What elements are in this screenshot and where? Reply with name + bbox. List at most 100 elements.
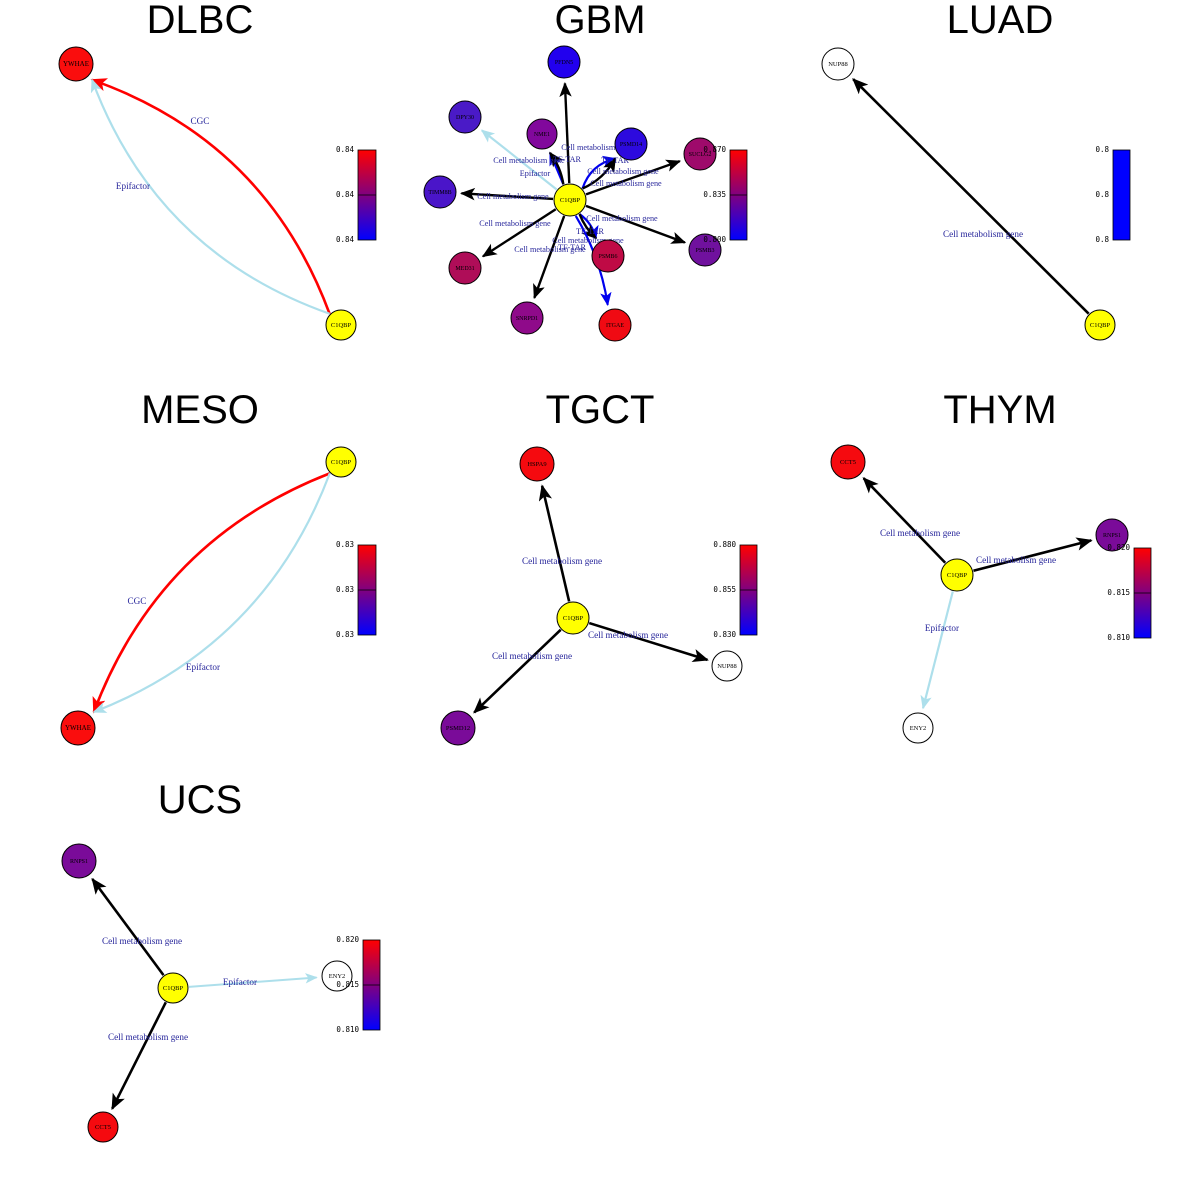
node-hspa9[interactable]: HSPA9 [519, 446, 555, 482]
edge-c1qbp-to-psmd14 [582, 157, 617, 190]
node-dpy30[interactable]: DPY30 [448, 100, 482, 134]
node-timm8b[interactable]: TIMM8B [423, 175, 457, 209]
edge-label: Cell metabolism gene [493, 156, 565, 165]
colorbar-tick-label: 0.84 [336, 190, 355, 199]
panel-tgct: TGCT Cell metabolism gene Cell metabolism … [400, 390, 800, 780]
node-circle[interactable] [325, 446, 357, 478]
node-circle[interactable] [60, 710, 96, 746]
colorbar: 0.8 0.8 0.8 [1095, 145, 1131, 244]
colorbar-tick-label: 0.83 [336, 630, 354, 639]
colorbar-tick-label: 0.8 [1095, 235, 1109, 244]
node-circle[interactable] [448, 251, 482, 285]
edge-label: Cell metabolism gene [514, 245, 586, 254]
colorbar-tick-label: 0.8 [1095, 145, 1109, 154]
edge-c1qbp-to-snrpd1 [533, 215, 566, 300]
node-circle[interactable] [688, 233, 722, 267]
edge-c1qbp-to-nup88 [852, 78, 1090, 315]
network-graph: CGC Epifactor C1QBP YWHAE 0.83 0.83 0.83 [0, 390, 400, 780]
node-nme1[interactable]: NME1 [526, 118, 558, 150]
node-ywhae[interactable]: YWHAE [58, 46, 94, 82]
node-c1qbp[interactable]: C1QBP [157, 972, 189, 1004]
node-circle[interactable] [591, 239, 625, 273]
node-circle[interactable] [1095, 518, 1129, 552]
node-psmd12[interactable]: PSMD12 [440, 710, 476, 746]
edge-c1qbp-to-nup88 [588, 621, 709, 663]
node-circle[interactable] [448, 100, 482, 134]
node-circle[interactable] [683, 137, 717, 171]
node-circle[interactable] [553, 183, 587, 217]
node-circle[interactable] [556, 601, 590, 635]
node-circle[interactable] [440, 710, 476, 746]
edge-label: Cell metabolism gene [590, 179, 662, 188]
node-circle[interactable] [547, 45, 581, 79]
node-circle[interactable] [830, 444, 866, 480]
node-circle[interactable] [321, 960, 353, 992]
edge-c1qbp-to-dpy30 [480, 129, 558, 191]
edge-c1qbp-to-psmd12 [473, 628, 562, 714]
edge-c1qbp-to-med31 [481, 208, 557, 258]
node-c1qbp[interactable]: C1QBP [325, 309, 357, 341]
node-cct5[interactable]: CCT5 [87, 1111, 119, 1143]
node-circle[interactable] [325, 309, 357, 341]
node-circle[interactable] [598, 308, 632, 342]
node-c1qbp[interactable]: C1QBP [325, 446, 357, 478]
colorbar-tick-label: 0.870 [703, 145, 726, 154]
node-psmb3[interactable]: PSMB3 [688, 233, 722, 267]
node-c1qbp[interactable]: C1QBP [553, 183, 587, 217]
colorbar-tick-label: 0.820 [336, 935, 359, 944]
edge-label: Cell metabolism gene [492, 651, 572, 661]
node-circle[interactable] [519, 446, 555, 482]
panel-title: TGCT [545, 388, 655, 432]
node-c1qbp[interactable]: C1QBP [1084, 309, 1116, 341]
node-label: C1QBP [163, 985, 184, 992]
node-eny2[interactable]: ENY2 [321, 960, 353, 992]
node-nup88[interactable]: NUP88 [711, 650, 743, 682]
node-circle[interactable] [902, 712, 934, 744]
node-cct5[interactable]: CCT5 [830, 444, 866, 480]
node-circle[interactable] [510, 301, 544, 335]
node-itgae[interactable]: ITGAE [598, 308, 632, 342]
node-nup88[interactable]: NUP88 [821, 47, 855, 81]
node-circle[interactable] [423, 175, 457, 209]
node-circle[interactable] [87, 1111, 119, 1143]
edge-c1qbp-to-ywhae [92, 472, 331, 714]
node-circle[interactable] [1084, 309, 1116, 341]
node-label: C1QBP [947, 572, 968, 579]
node-circle[interactable] [61, 843, 97, 879]
node-psmb6[interactable]: PSMB6 [591, 239, 625, 273]
node-ywhae[interactable]: YWHAE [60, 710, 96, 746]
node-med31[interactable]: MED31 [448, 251, 482, 285]
edge-label: TF-TAR [558, 243, 587, 252]
node-rnps1[interactable]: RNPS1 [1095, 518, 1129, 552]
node-circle[interactable] [157, 972, 189, 1004]
node-rnps1[interactable]: RNPS1 [61, 843, 97, 879]
panel-title: DLBC [146, 0, 254, 42]
node-psmd14[interactable]: PSMD14 [614, 127, 648, 161]
node-pfdn5[interactable]: PFDN5 [547, 45, 581, 79]
node-snrpd1[interactable]: SNRPD1 [510, 301, 544, 335]
node-circle[interactable] [526, 118, 558, 150]
node-circle[interactable] [58, 46, 94, 82]
node-suclg2[interactable]: SUCLG2 [683, 137, 717, 171]
node-c1qbp[interactable]: C1QBP [940, 558, 974, 592]
edge-c1qbp-to-pfdn5 [559, 82, 572, 184]
colorbar-tick-label: 0.880 [713, 540, 736, 549]
colorbar: 0.84 0.84 0.84 [336, 145, 377, 244]
colorbar-tick-label: 0.830 [713, 630, 736, 639]
node-eny2[interactable]: ENY2 [902, 712, 934, 744]
colorbar-tick-label: 0.815 [336, 980, 359, 989]
node-circle[interactable] [821, 47, 855, 81]
edge-label: Epifactor [925, 623, 959, 633]
node-circle[interactable] [614, 127, 648, 161]
edge-c1qbp-to-suclg2 [585, 159, 682, 196]
node-label: PSMB6 [598, 254, 617, 260]
node-c1qbp[interactable]: C1QBP [556, 601, 590, 635]
colorbar-tick-label: 0.84 [336, 235, 355, 244]
node-circle[interactable] [711, 650, 743, 682]
edge-label: Epifactor [520, 169, 551, 178]
node-circle[interactable] [940, 558, 974, 592]
edge-c1qbp-to-ywhae [90, 78, 330, 315]
edge-label: Cell metabolism gene [561, 143, 633, 152]
edge-label: Cell metabolism gene [587, 167, 659, 176]
